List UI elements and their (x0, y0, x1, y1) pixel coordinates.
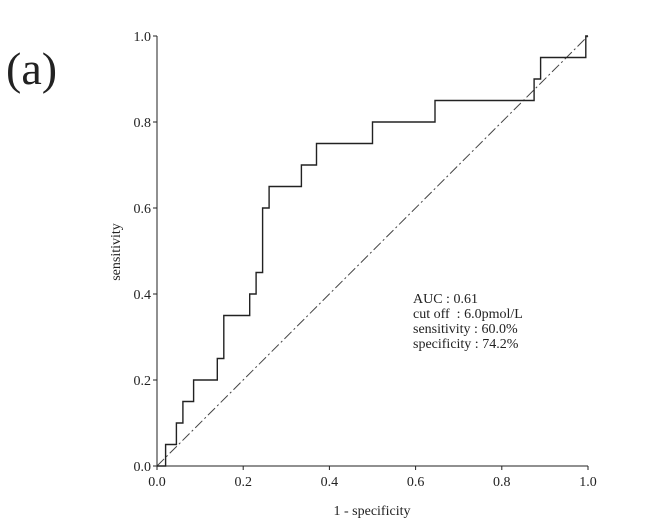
y-tick-label: 0.0 (134, 460, 152, 475)
auc-text: AUC : 0.61 (413, 292, 478, 307)
y-tick-label: 0.8 (134, 116, 152, 131)
specificity-text: specificity : 74.2% (413, 337, 519, 352)
x-tick-label: 0.6 (407, 475, 425, 490)
y-tick-label: 0.6 (134, 202, 152, 217)
y-tick-labels: 0.0 0.2 0.4 0.6 0.8 1.0 (134, 30, 157, 475)
annotation-box: AUC : 0.61 cut off : 6.0pmol/L sensitivi… (413, 292, 523, 352)
x-tick-labels: 0.0 0.2 0.4 0.6 0.8 1.0 (148, 466, 597, 490)
x-tick-label: 0.4 (321, 475, 339, 490)
x-tick-label: 0.8 (493, 475, 511, 490)
roc-curve-line (157, 35, 588, 467)
axes (156, 36, 588, 467)
x-tick-label: 1.0 (579, 475, 597, 490)
y-tick-label: 0.4 (134, 288, 152, 303)
y-tick-label: 1.0 (134, 30, 152, 45)
panel-label: (a) (6, 43, 57, 94)
x-axis-label: 1 - specificity (334, 504, 411, 519)
x-tick-label: 0.0 (148, 475, 166, 490)
y-tick-label: 0.2 (134, 374, 152, 389)
reference-diagonal-line (156, 35, 589, 467)
sensitivity-text: sensitivity : 60.0% (413, 322, 518, 337)
cutoff-text: cut off : 6.0pmol/L (413, 307, 523, 322)
x-tick-label: 0.2 (234, 475, 252, 490)
y-axis-label: sensitivity (109, 223, 124, 281)
